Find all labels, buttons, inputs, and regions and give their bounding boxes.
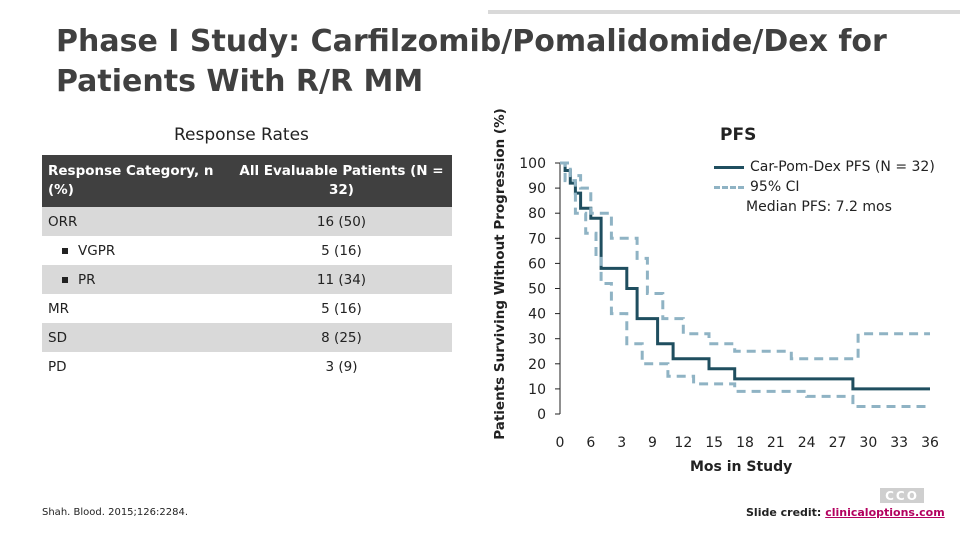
legend-item-ci: 95% CI xyxy=(714,177,935,197)
table-row: PD 3 (9) xyxy=(42,352,452,381)
row-value: 11 (34) xyxy=(230,265,452,294)
header-response-category: Response Category, n (%) xyxy=(42,155,231,207)
row-category: ORR xyxy=(42,207,231,236)
table-header-row: Response Category, n (%) All Evaluable P… xyxy=(42,155,452,207)
x-tick-label: 27 xyxy=(829,435,847,451)
row-category-sub: VGPR xyxy=(42,236,231,265)
table-row: ORR 16 (50) xyxy=(42,207,452,236)
table-row: PR 11 (34) xyxy=(42,265,452,294)
x-tick-label: 15 xyxy=(705,435,723,451)
pfs-chart: 0 10 20 30 40 50 60 70 80 90 100 0 6 3 9 12 15 18 21 24 27 30… xyxy=(519,156,939,451)
row-value: 5 (16) xyxy=(321,300,362,317)
top-accent-bar xyxy=(488,10,960,14)
table-row: VGPR 5 (16) xyxy=(42,236,452,265)
median-pfs-annotation: Median PFS: 7.2 mos xyxy=(746,199,892,215)
x-tick-label: 3 xyxy=(617,435,626,451)
x-tick-label: 12 xyxy=(674,435,692,451)
ci-line xyxy=(560,161,930,361)
y-tick-label: 10 xyxy=(528,382,546,398)
y-tick-label: 80 xyxy=(528,206,546,222)
citation: Shah. Blood. 2015;126:2284. xyxy=(42,507,188,518)
solid-line-swatch-icon xyxy=(714,165,744,169)
slide-title: Phase I Study: Carfilzomib/Pomalidomide/… xyxy=(56,24,887,99)
legend-item-pfs: Car-Pom-Dex PFS (N = 32) xyxy=(714,157,935,177)
response-rates-table: Response Category, n (%) All Evaluable P… xyxy=(42,155,452,381)
y-tick-label: 30 xyxy=(528,332,546,348)
x-tick-label: 6 xyxy=(586,435,595,451)
x-tick-label: 30 xyxy=(859,435,877,451)
row-category: MR xyxy=(48,300,70,317)
x-axis-label: Mos in Study xyxy=(690,459,793,475)
y-tick-label: 0 xyxy=(537,407,546,423)
y-tick-label: 90 xyxy=(528,181,546,197)
y-tick-label: 40 xyxy=(528,307,546,323)
table-row: MR 5 (16) xyxy=(42,294,452,323)
dashed-line-swatch-icon xyxy=(714,185,744,189)
x-tick-label: 18 xyxy=(736,435,754,451)
ci-line xyxy=(560,161,930,408)
row-value: 16 (50) xyxy=(230,207,452,236)
x-tick-label: 33 xyxy=(890,435,908,451)
pfs-line xyxy=(560,161,930,391)
credit-link[interactable]: clinicaloptions.com xyxy=(825,506,945,519)
bullet-icon xyxy=(62,247,68,254)
pfs-heading: PFS xyxy=(720,125,757,145)
row-value: 3 (9) xyxy=(325,358,358,375)
x-tick-label: 0 xyxy=(556,435,565,451)
bullet-icon xyxy=(62,276,68,283)
x-tick-label: 36 xyxy=(921,435,939,451)
cco-logo: CCO xyxy=(880,488,924,503)
chart-legend: Car-Pom-Dex PFS (N = 32) 95% CI Median P… xyxy=(714,157,935,217)
x-tick-label: 21 xyxy=(767,435,785,451)
y-tick-label: 50 xyxy=(528,282,546,298)
table-row: SD 8 (25) xyxy=(42,323,452,352)
row-value: 5 (16) xyxy=(321,242,362,259)
y-tick-label: 70 xyxy=(528,231,546,247)
response-rates-heading: Response Rates xyxy=(174,125,309,145)
row-value: 8 (25) xyxy=(230,323,452,352)
header-all-evaluable: All Evaluable Patients (N = 32) xyxy=(230,155,452,207)
y-tick-label: 60 xyxy=(528,256,546,272)
slide-credit: Slide credit: clinicaloptions.com xyxy=(746,506,945,519)
y-tick-label: 20 xyxy=(528,357,546,373)
x-tick-label: 24 xyxy=(798,435,816,451)
row-category: SD xyxy=(42,323,231,352)
row-category: PD xyxy=(48,358,67,375)
row-category-sub: PR xyxy=(42,265,231,294)
y-tick-label: 100 xyxy=(519,156,546,172)
x-tick-label: 9 xyxy=(648,435,657,451)
